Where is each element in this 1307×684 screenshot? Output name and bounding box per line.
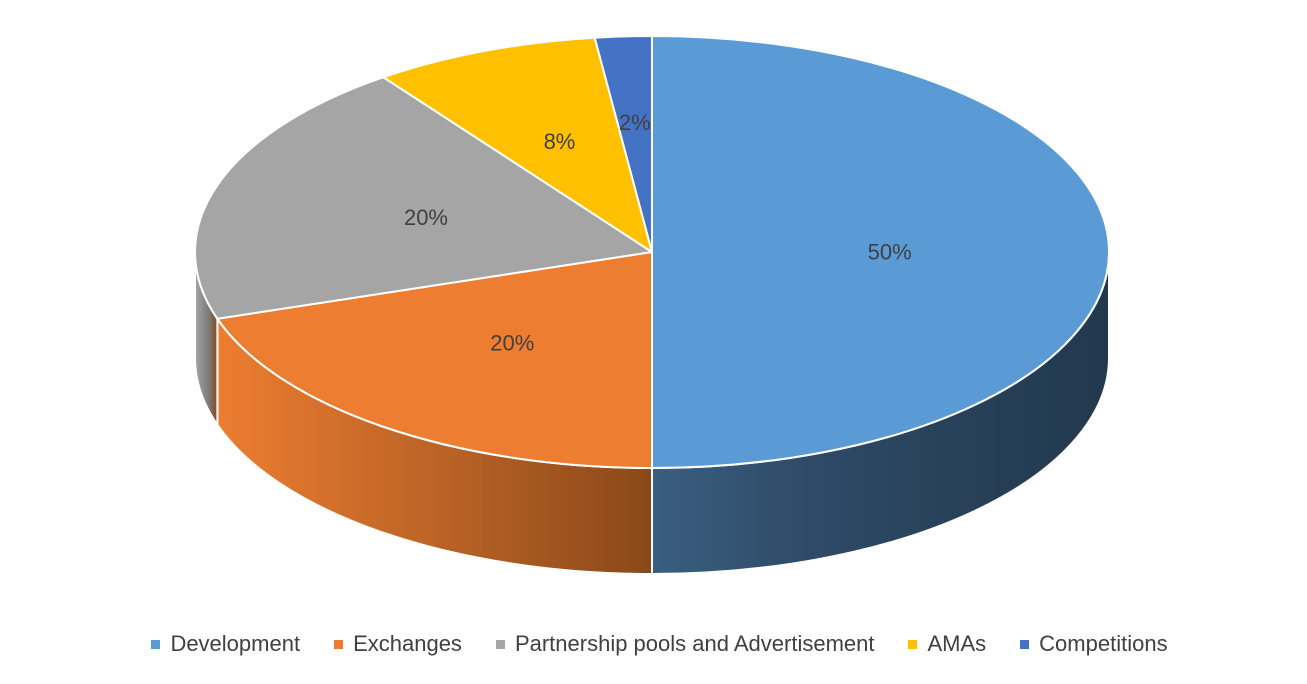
pie-data-labels: 50% 20% 20% 8% 2%: [404, 110, 912, 355]
pie-slice-partnership-pools-and-advertisement: [194, 76, 653, 320]
legend-label: Competitions: [1039, 631, 1168, 656]
pie-slice-exchanges: [216, 251, 653, 469]
pie-slice-competitions: [593, 34, 653, 253]
pie-slice-amas: [382, 36, 653, 253]
data-label-exchanges: 20%: [490, 330, 534, 355]
pie-slices: [194, 34, 1110, 469]
legend-label: Partnership pools and Advertisement: [514, 631, 875, 656]
legend-label: Development: [170, 631, 301, 656]
pie-sides: [194, 251, 1110, 576]
data-label-partnership-pools-and-advertisement: 20%: [404, 205, 448, 230]
legend-label: Exchanges: [353, 631, 462, 656]
legend-item-competitions: Competitions: [1020, 631, 1168, 657]
legend-swatch: [334, 639, 344, 649]
legend-item-amas: AMAs: [908, 631, 986, 657]
data-label-competitions: 2%: [619, 110, 651, 135]
legend-label: AMAs: [927, 631, 987, 656]
legend-item-development: Development: [151, 631, 300, 657]
data-label-amas: 8%: [544, 129, 576, 154]
legend-swatch: [151, 639, 161, 649]
legend-swatch: [495, 639, 505, 649]
legend-item-partnership-pools-and-advertisement: Partnership pools and Advertisement: [495, 631, 875, 657]
legend-swatch: [1020, 639, 1030, 649]
data-label-development: 50%: [868, 240, 912, 265]
pie-slice-development: [651, 35, 1110, 469]
legend-item-exchanges: Exchanges: [334, 631, 462, 657]
chart-legend: Development Exchanges Partnership pools an…: [0, 626, 1307, 662]
legend-swatch: [908, 639, 918, 649]
